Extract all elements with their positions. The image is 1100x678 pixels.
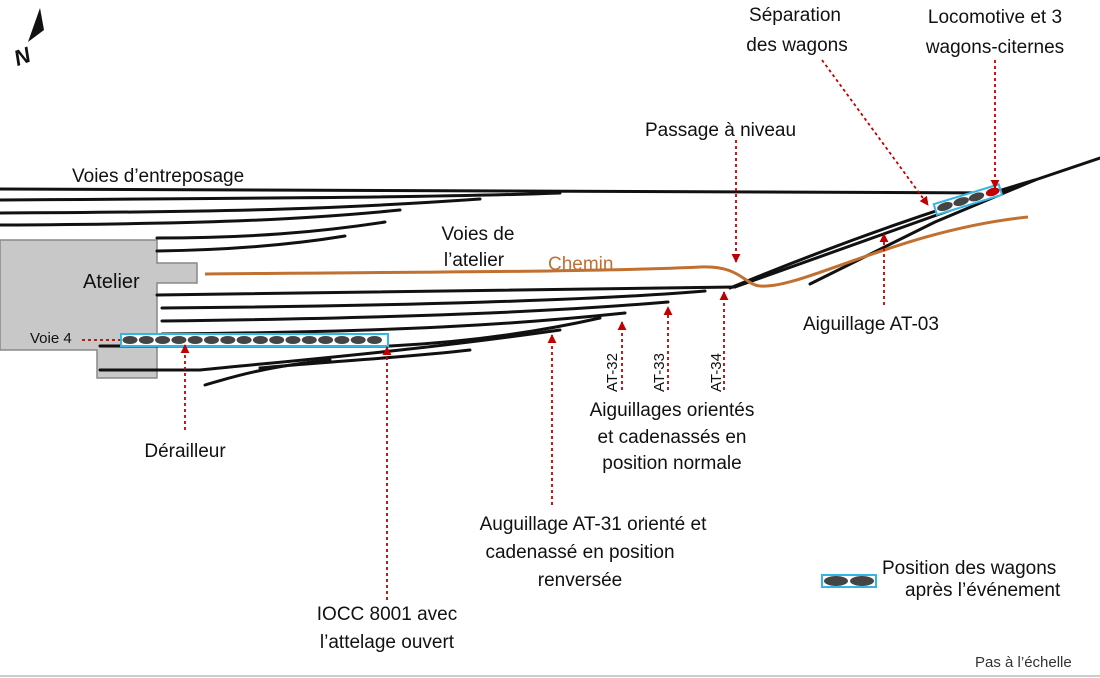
level-crossing-label: Passage à niveau (645, 120, 796, 141)
switches-normal-label: position normale (602, 453, 741, 474)
locomotive-label: wagons-citernes (925, 37, 1064, 58)
shop-tracks-label: Voies de (442, 224, 515, 245)
wagon (367, 336, 382, 344)
wagon (204, 336, 219, 344)
iocc-label: l’attelage ouvert (320, 632, 455, 653)
wagon (318, 336, 334, 344)
wagon (138, 336, 154, 344)
switches-normal-label: et cadenassés en (598, 427, 747, 448)
separation-label: Séparation (749, 5, 841, 26)
wagon (285, 336, 301, 344)
storage-tracks-label: Voies d’entreposage (72, 166, 244, 187)
road (204, 215, 1029, 288)
switch-id-label: AT-33 (651, 353, 668, 392)
switch-at31-label: renversée (538, 570, 623, 591)
tracks (0, 156, 1100, 387)
iocc-label: IOCC 8001 avec (317, 604, 457, 625)
locomotive-label: Locomotive et 3 (928, 7, 1062, 28)
wagon (301, 336, 317, 344)
wagons-track-4 (120, 333, 389, 347)
switches-normal-label: Aiguillages orientés (590, 400, 755, 421)
switch-at03-label: Aiguillage AT-03 (803, 314, 939, 335)
north-arrow: N (10, 8, 44, 71)
shop-tracks-label: l’atelier (444, 250, 505, 271)
wagon (187, 336, 203, 344)
north-label: N (10, 42, 35, 71)
wagon (334, 336, 350, 344)
wagon (220, 336, 236, 344)
switch-at31-label: Auguillage AT-31 orienté et (480, 514, 707, 535)
legend: Position des wagons après l’événement (821, 558, 1061, 601)
track-4-label: Voie 4 (30, 330, 72, 347)
wagon (171, 336, 187, 344)
derail-label: Dérailleur (144, 441, 226, 462)
wagon (122, 336, 138, 344)
switch-id-label: AT-32 (604, 353, 621, 392)
wagon (269, 336, 285, 344)
legend-label: après l’événement (905, 580, 1061, 601)
legend-label: Position des wagons (882, 558, 1056, 579)
scale-note: Pas à l’échelle (975, 654, 1072, 671)
wagon (155, 336, 171, 344)
switch-id-label: AT-34 (708, 353, 725, 392)
wagon (236, 336, 252, 344)
workshop-label: Atelier (83, 271, 140, 293)
road-label: Chemin (548, 254, 613, 275)
separation-label: des wagons (746, 35, 847, 56)
wagon (252, 336, 268, 344)
switch-at31-label: cadenassé en position (485, 542, 674, 563)
arrows (82, 59, 1000, 600)
wagons-main-line (932, 183, 1004, 216)
wagon (350, 336, 366, 344)
